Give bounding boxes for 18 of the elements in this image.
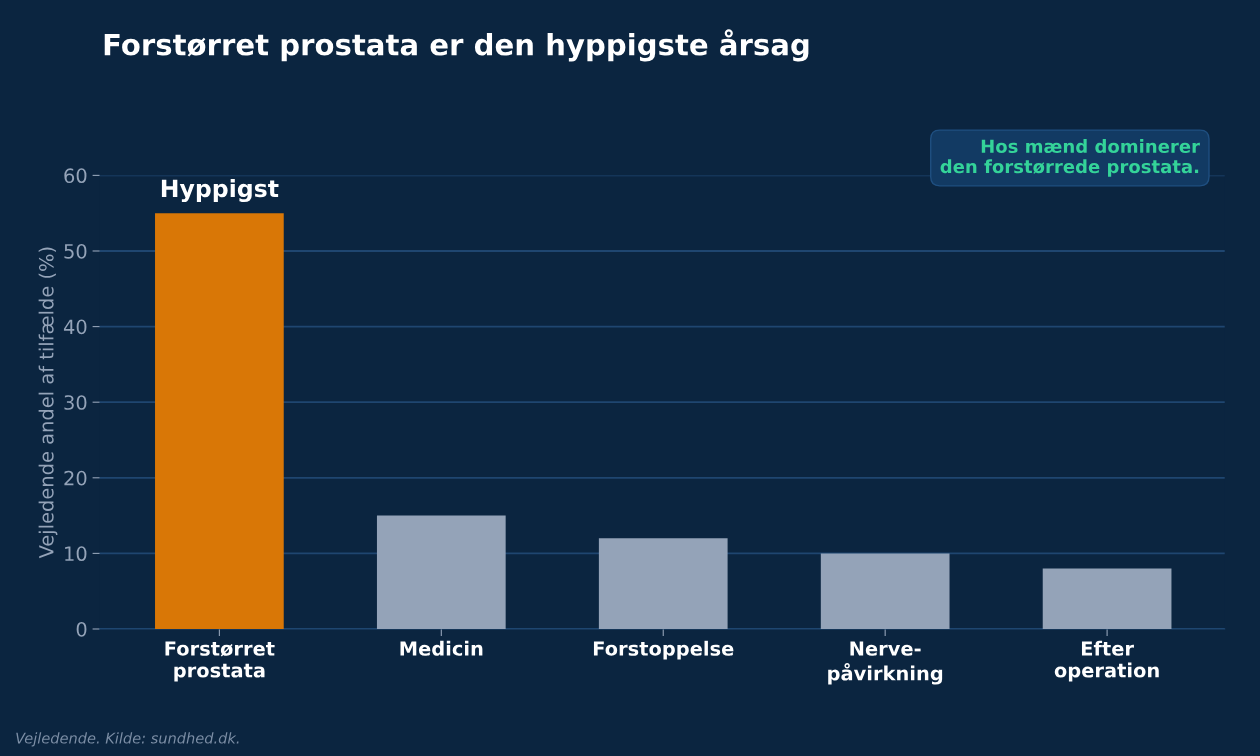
x-tick-label: Efter operation <box>1054 640 1159 682</box>
y-tick-label: 30 <box>64 395 87 410</box>
y-axis-title: Vejledende andel af tilfælde (%) <box>38 247 58 559</box>
x-tick-label: Medicin <box>400 640 483 656</box>
y-tick-label: 40 <box>63 319 87 335</box>
x-tick-label: Nerve- påvirkning <box>828 641 943 685</box>
bar <box>155 213 284 629</box>
y-tick-label: 20 <box>64 470 87 486</box>
x-tick-label: Forstoppelse <box>593 640 734 660</box>
x-tick-label: Forstørret prostata <box>165 641 275 682</box>
y-tick-label: 50 <box>64 243 87 259</box>
text: Vejledende. Kilde: sundhed.dk. <box>16 732 239 747</box>
annotation: Hos mænd dominerer den forstørrede prostata. <box>940 139 1200 177</box>
chart-title: Forstørret prostata er den hyppigste årsag <box>104 29 809 62</box>
y-tick-label: 60 <box>64 168 87 184</box>
annotation: Hyppigst <box>161 179 279 203</box>
y-tick-label: 0 <box>76 621 87 637</box>
y-tick-label: 10 <box>65 546 87 562</box>
